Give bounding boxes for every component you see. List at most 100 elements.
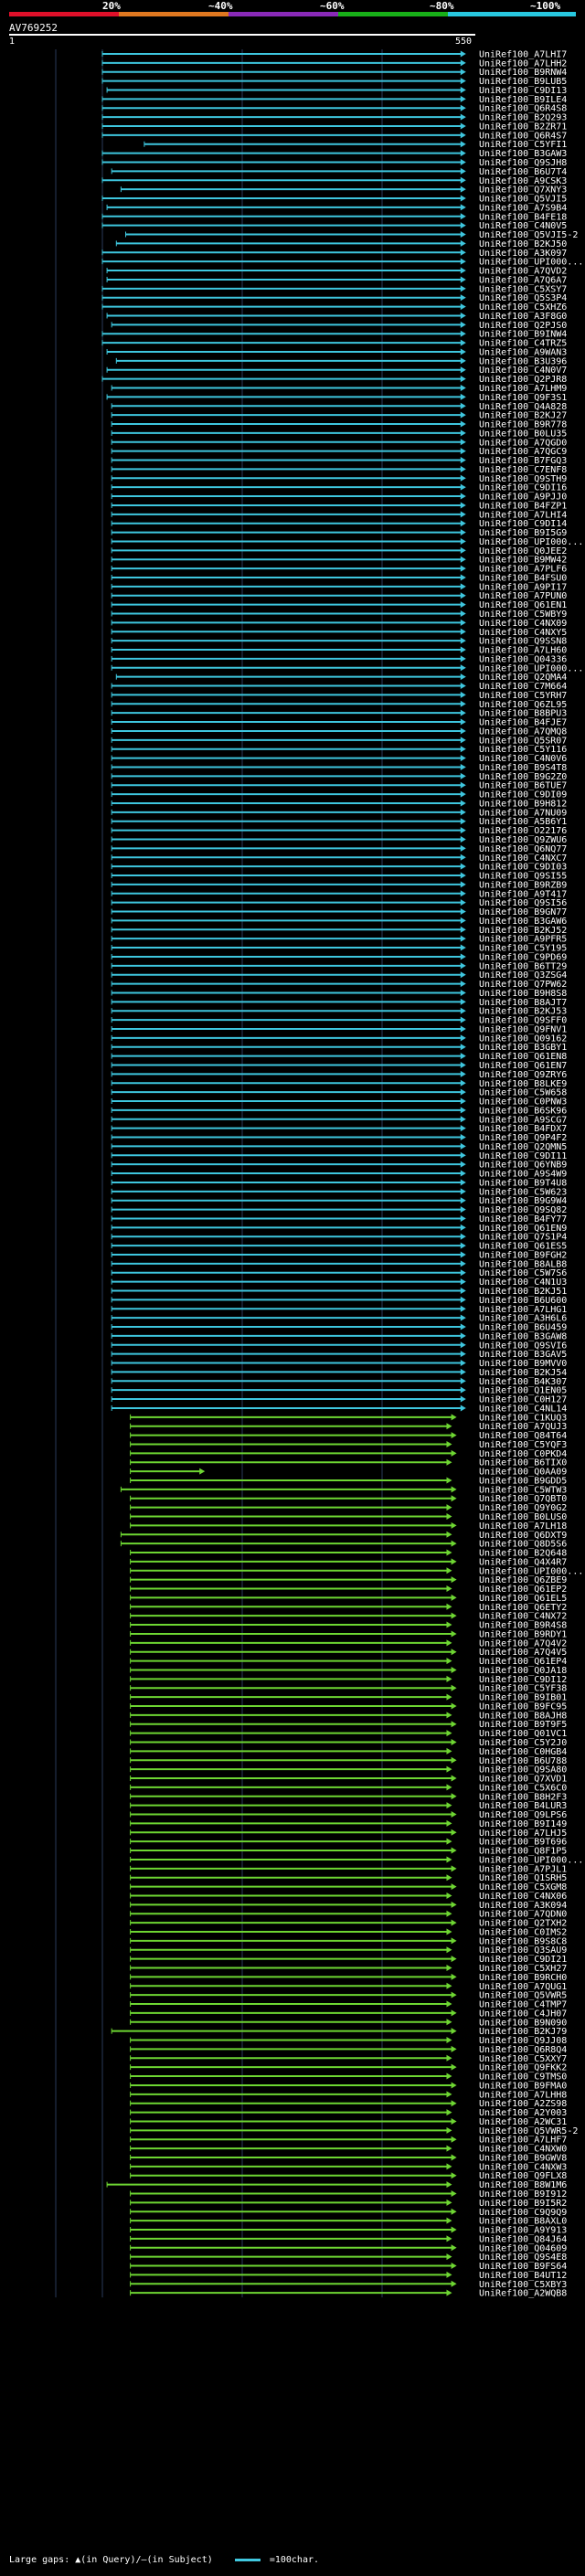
hit-row[interactable]: UniRef100_B9RNW4: [101, 68, 567, 78]
hit-label[interactable]: UniRef100_Q84J64: [479, 2234, 567, 2244]
hit-label[interactable]: UniRef100_B9IB01: [479, 1693, 567, 1703]
hit-row[interactable]: UniRef100_C5XBY3: [130, 2280, 568, 2290]
hit-row[interactable]: UniRef100_B9R4S8: [130, 1621, 568, 1631]
hit-row[interactable]: UniRef100_B6TT29: [111, 961, 567, 971]
hit-row[interactable]: UniRef100_B9INW4: [101, 330, 567, 340]
hit-row[interactable]: UniRef100_Q5SR07: [111, 736, 567, 746]
hit-row[interactable]: UniRef100_A2Y003: [130, 2108, 568, 2118]
hit-label[interactable]: UniRef100_C0HGB4: [479, 1747, 567, 1757]
hit-label[interactable]: UniRef100_C1KUQ3: [479, 1413, 567, 1423]
hit-label[interactable]: UniRef100_B9RNW4: [479, 68, 567, 78]
hit-label[interactable]: UniRef100_B8BPU3: [479, 709, 567, 719]
hit-row[interactable]: UniRef100_Q3ZSG4: [111, 970, 567, 981]
hit-label[interactable]: UniRef100_A2ZS98: [479, 2099, 567, 2109]
hit-label[interactable]: UniRef100_A3K097: [479, 249, 567, 259]
hit-label[interactable]: UniRef100_B9RZB9: [479, 880, 567, 890]
hit-row[interactable]: UniRef100_B4FE18: [101, 212, 567, 222]
hit-label[interactable]: UniRef100_C4NX72: [479, 1612, 567, 1622]
hit-row[interactable]: UniRef100_Q9SVI6: [111, 1341, 567, 1351]
hit-label[interactable]: UniRef100_Q9F3S1: [479, 393, 567, 403]
hit-row[interactable]: UniRef100_A7QMQ8: [111, 726, 567, 737]
hit-row[interactable]: UniRef100_Q7XVD1: [130, 1775, 568, 1785]
hit-row[interactable]: UniRef100_A7QUG1: [130, 1982, 568, 1992]
hit-label[interactable]: UniRef100_Q6ZBE9: [479, 1575, 567, 1585]
hit-row[interactable]: UniRef100_B9N090: [130, 2018, 568, 2028]
hit-label[interactable]: UniRef100_B2KJ51: [479, 1287, 567, 1297]
hit-label[interactable]: UniRef100_B9G2Z0: [479, 772, 567, 782]
hit-label[interactable]: UniRef100_B9T4U8: [479, 1178, 567, 1188]
hit-label[interactable]: UniRef100_A9T417: [479, 889, 567, 899]
hit-label[interactable]: UniRef100_Q5SR07: [479, 736, 567, 746]
hit-label[interactable]: UniRef100_Q9SFF0: [479, 1016, 567, 1026]
hit-row[interactable]: UniRef100_B2KJ53: [111, 1007, 567, 1017]
hit-label[interactable]: UniRef100_B8LKE9: [479, 1079, 567, 1089]
hit-row[interactable]: UniRef100_A9PJJ0: [111, 493, 567, 503]
hit-row[interactable]: UniRef100_Q9SJH8: [101, 158, 567, 168]
hit-row[interactable]: UniRef100_B3GBY1: [111, 1043, 567, 1053]
hit-label[interactable]: UniRef100_C5W658: [479, 1088, 567, 1098]
hit-label[interactable]: UniRef100_A2WC31: [479, 2117, 567, 2127]
hit-label[interactable]: UniRef100_A9PFR5: [479, 935, 567, 945]
hit-row[interactable]: UniRef100_Q0JEE2: [111, 546, 567, 557]
hit-row[interactable]: UniRef100_B4UT12: [130, 2271, 568, 2281]
hit-label[interactable]: UniRef100_A9Y913: [479, 2226, 567, 2236]
hit-label[interactable]: UniRef100_Q9ZRY6: [479, 1070, 567, 1080]
hit-row[interactable]: UniRef100_B8AJH8: [130, 1711, 568, 1721]
hit-row[interactable]: UniRef100_Q9ZWU6: [111, 835, 567, 845]
hit-label[interactable]: UniRef100_Q1SRH5: [479, 1873, 567, 1883]
hit-label[interactable]: UniRef100_B3GAW6: [479, 917, 567, 927]
hit-label[interactable]: UniRef100_A7QUG1: [479, 1982, 567, 1992]
hit-label[interactable]: UniRef100_Q61EP2: [479, 1585, 567, 1595]
hit-row[interactable]: UniRef100_Q2TXH2: [130, 1919, 568, 1929]
hit-row[interactable]: UniRef100_C4NXC7: [111, 853, 567, 864]
hit-row[interactable]: UniRef100_C9DI11: [111, 1151, 567, 1161]
hit-row[interactable]: UniRef100_B9T696: [130, 1838, 568, 1848]
hit-row[interactable]: UniRef100_B9G2Z0: [111, 772, 567, 782]
hit-row[interactable]: UniRef100_Q0AA09: [130, 1468, 568, 1478]
hit-label[interactable]: UniRef100_B8W1M6: [479, 2180, 567, 2190]
hit-row[interactable]: UniRef100_Q9SQ82: [111, 1205, 567, 1215]
hit-row[interactable]: UniRef100_Q4A828: [111, 402, 567, 412]
hit-row[interactable]: UniRef100_Q9SSN8: [111, 637, 567, 647]
hit-label[interactable]: UniRef100_Q5S3P4: [479, 293, 567, 303]
hit-label[interactable]: UniRef100_A7LHF7: [479, 2136, 567, 2146]
hit-row[interactable]: UniRef100_B2KJ79: [111, 2027, 567, 2037]
hit-row[interactable]: UniRef100_C4NXY5: [111, 628, 567, 638]
hit-row[interactable]: UniRef100_Q04609: [130, 2243, 568, 2253]
hit-label[interactable]: UniRef100_C5Y116: [479, 745, 567, 755]
hit-label[interactable]: UniRef100_Q7PW62: [479, 980, 567, 990]
hit-row[interactable]: UniRef100_A2WC31: [130, 2117, 568, 2127]
hit-row[interactable]: UniRef100_B9RZB9: [111, 880, 567, 890]
hit-label[interactable]: UniRef100_B6TUE7: [479, 781, 567, 791]
hit-row[interactable]: UniRef100_Q9JJ08: [130, 2036, 568, 2046]
hit-row[interactable]: UniRef100_B2KJ50: [115, 239, 567, 249]
hit-row[interactable]: UniRef100_B3GAW6: [111, 917, 567, 927]
hit-label[interactable]: UniRef100_C4NX09: [479, 619, 567, 629]
hit-label[interactable]: UniRef100_Q9SI55: [479, 872, 567, 882]
hit-row[interactable]: UniRef100_A7Q6A7: [106, 275, 567, 285]
hit-label[interactable]: UniRef100_B2Q293: [479, 113, 567, 123]
hit-row[interactable]: UniRef100_Q61EP2: [130, 1585, 568, 1595]
hit-row[interactable]: UniRef100_B4FDX7: [111, 1124, 567, 1134]
hit-label[interactable]: UniRef100_B0LUS0: [479, 1512, 567, 1522]
hit-row[interactable]: UniRef100_A7PLF6: [111, 565, 567, 575]
hit-row[interactable]: UniRef100_B9IB01: [130, 1693, 568, 1703]
hit-label[interactable]: UniRef100_C4NXY5: [479, 628, 567, 638]
hit-label[interactable]: UniRef100_A7QGC9: [479, 447, 567, 457]
hit-row[interactable]: UniRef100_B9RCH0: [130, 1973, 568, 1983]
hit-row[interactable]: UniRef100_C9DI21: [130, 1955, 568, 1965]
hit-row[interactable]: UniRef100_B9H8S8: [111, 989, 567, 999]
hit-row[interactable]: UniRef100_C4N0V7: [106, 366, 567, 376]
hit-row[interactable]: UniRef100_Q6ETY2: [130, 1603, 568, 1613]
hit-row[interactable]: UniRef100_Q8F1P5: [130, 1847, 568, 1857]
hit-row[interactable]: UniRef100_Q5VWR5-2: [130, 2126, 579, 2136]
hit-label[interactable]: UniRef100_A7S9B4: [479, 203, 567, 213]
hit-label[interactable]: UniRef100_B4FDX7: [479, 1124, 567, 1134]
hit-label[interactable]: UniRef100_C9DI14: [479, 519, 567, 529]
hit-label[interactable]: UniRef100_B9I149: [479, 1819, 567, 1829]
hit-label[interactable]: UniRef100_B9INW4: [479, 330, 567, 340]
hit-label[interactable]: UniRef100_Q4X4R7: [479, 1557, 567, 1567]
hit-row[interactable]: UniRef100_B6TUE7: [111, 781, 567, 791]
hit-label[interactable]: UniRef100_Q5VWR5-2: [479, 2126, 578, 2136]
hit-label[interactable]: UniRef100_C5XBY3: [479, 2280, 567, 2290]
